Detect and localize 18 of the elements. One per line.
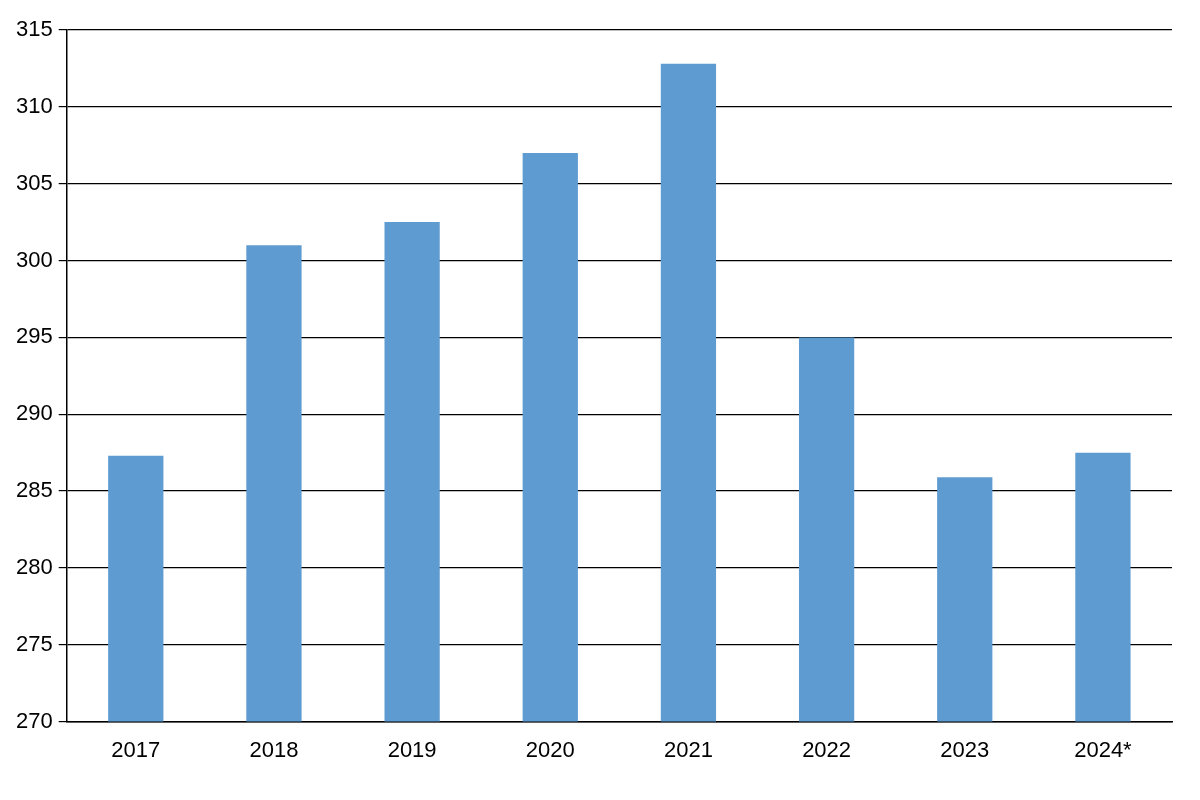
y-tick-label: 305 [15,169,53,195]
x-tick-label: 2023 [940,736,990,762]
x-tick-label: 2020 [525,736,575,762]
x-tick-label: 2018 [249,736,299,762]
y-tick-label: 310 [15,92,53,118]
y-tick-label: 300 [15,246,53,272]
y-tick-label: 275 [15,630,53,656]
y-tick-label: 315 [15,16,53,42]
y-tick-label: 270 [15,707,53,733]
x-tick-label: 2017 [111,736,161,762]
x-tick-label: 2024* [1074,736,1133,762]
y-tick-label: 285 [15,477,53,503]
y-tick-label: 295 [15,323,53,349]
y-tick-label: 280 [15,553,53,579]
x-tick-label: 2022 [802,736,852,762]
x-tick-label: 2021 [663,736,713,762]
x-tick-label: 2019 [387,736,437,762]
y-tick-label: 290 [15,400,53,426]
